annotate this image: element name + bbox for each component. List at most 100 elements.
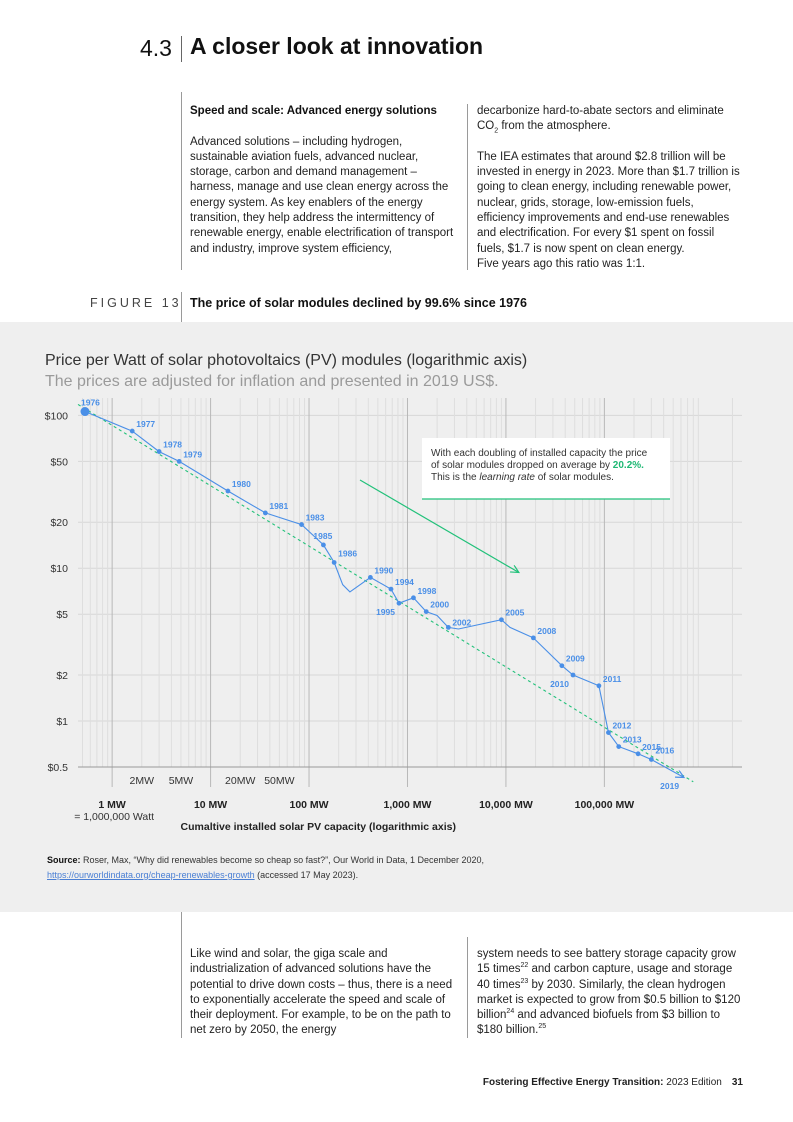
data-point-1980 — [225, 488, 231, 494]
section-number: 4.3 — [140, 35, 172, 61]
series-layer — [80, 407, 683, 777]
y-tick-label: $2 — [56, 670, 68, 682]
intro-column-rule-right — [467, 104, 468, 270]
source-text: Roser, Max, “Why did renewables become s… — [80, 855, 485, 865]
annotation-line-2: of solar modules dropped on average by 2… — [431, 460, 644, 471]
x-minor-tick-label: 20MW — [225, 775, 255, 787]
source-label: Source: — [47, 855, 81, 865]
price-series-line — [84, 410, 683, 778]
source-link[interactable]: https://ourworldindata.org/cheap-renewab… — [47, 870, 255, 880]
data-point-2016 — [648, 757, 654, 762]
x-minor-tick-label: 2MW — [130, 775, 155, 787]
year-label-1994: 1994 — [395, 577, 414, 587]
year-label-2013: 2013 — [623, 735, 642, 745]
year-label-1977: 1977 — [136, 419, 155, 429]
data-point-1981 — [262, 510, 268, 516]
intro-column-rule-left — [181, 92, 182, 270]
figure-label: FIGURE 13 — [90, 296, 182, 310]
section-divider — [181, 36, 182, 62]
year-label-1983: 1983 — [306, 513, 325, 523]
outro-column-1: Like wind and solar, the giga scale and … — [190, 947, 460, 1039]
data-point-2000 — [423, 609, 429, 615]
data-point-2015 — [635, 751, 641, 757]
x-axis-title: Cumaltive installed solar PV capacity (l… — [181, 821, 456, 833]
outro-paragraph-1: Like wind and solar, the giga scale and … — [190, 948, 453, 1037]
annotation-line-3-text: This is the — [431, 472, 479, 483]
intro-column-1: Speed and scale: Advanced energy solutio… — [190, 104, 460, 257]
year-label-1980: 1980 — [232, 479, 251, 489]
outro-column-rule-right — [467, 937, 468, 1038]
footer-edition: 2023 Edition — [663, 1077, 722, 1088]
annotation-line-2-text: of solar modules dropped on average by — [431, 460, 613, 471]
data-point-1986 — [331, 560, 337, 565]
intro-paragraph-1: Advanced solutions – including hydrogen,… — [190, 135, 454, 255]
x-minor-tick-label: 5MW — [169, 775, 194, 787]
data-point-2011 — [596, 683, 602, 689]
x-minor-tick-label: 50MW — [264, 775, 294, 787]
figure-title: The price of solar modules declined by 9… — [190, 296, 527, 310]
x-unit-note: = 1,000,000 Watt — [74, 811, 154, 823]
data-point-1983 — [299, 522, 304, 527]
data-point-1994 — [388, 586, 394, 592]
footnote-22[interactable]: 22 — [520, 962, 529, 970]
year-label-1990: 1990 — [374, 565, 393, 575]
data-point-1979 — [176, 459, 182, 464]
data-point-2012 — [606, 730, 611, 735]
year-label-1981: 1981 — [269, 501, 288, 511]
intro-co2-text: decarbonize hard-to-abate sectors and el… — [477, 105, 724, 133]
intro-co2-tail: from the atmosphere. — [498, 120, 611, 133]
year-label-1985: 1985 — [313, 531, 332, 541]
y-tick-label: $1 — [56, 716, 68, 728]
year-label-2008: 2008 — [537, 626, 556, 636]
footnote-23[interactable]: 23 — [520, 977, 529, 985]
annotation-line-1: With each doubling of installed capacity… — [431, 448, 648, 459]
year-label-2019: 2019 — [660, 781, 679, 791]
figure-panel — [0, 322, 793, 912]
y-tick-label: $20 — [50, 517, 68, 529]
x-major-tick-label: 1 MW — [98, 799, 126, 811]
data-point-1990 — [367, 575, 373, 580]
y-tick-label: $0.5 — [48, 762, 69, 774]
year-label-2009: 2009 — [566, 654, 585, 664]
annotation-line-3-tail: of solar modules. — [535, 472, 614, 483]
data-point-1995 — [396, 600, 402, 606]
footnote-24[interactable]: 24 — [506, 1008, 515, 1016]
learning-rate-value: 20.2%. — [613, 460, 644, 471]
annotation-layer: With each doubling of installed capacity… — [359, 438, 670, 572]
source-accessed: (accessed 17 May 2023). — [254, 870, 359, 880]
year-label-1986: 1986 — [338, 548, 357, 558]
footer-title: Fostering Effective Energy Transition: — [482, 1077, 664, 1088]
chart-title: Price per Watt of solar photovoltaics (P… — [45, 352, 528, 369]
intro-paragraph-3: The IEA estimates that around $2.8 trill… — [477, 150, 740, 255]
figure-divider — [181, 292, 182, 322]
x-major-tick-label: 100,000 MW — [575, 799, 635, 811]
year-label-2011: 2011 — [603, 674, 622, 684]
year-label-2016: 2016 — [655, 745, 674, 755]
trend-line — [77, 403, 694, 783]
year-label-2002: 2002 — [452, 617, 471, 627]
y-tick-label: $50 — [50, 456, 68, 468]
outro-column-rule-left — [181, 912, 182, 1038]
y-tick-label: $100 — [45, 410, 69, 422]
data-point-2008 — [530, 635, 536, 641]
annotation-box — [422, 438, 670, 499]
page-number: 31 — [731, 1077, 743, 1088]
data-point-1977 — [129, 428, 135, 434]
annotation-italic: learning rate — [479, 472, 535, 483]
outro-text-c: by 2030. Similarly, the clean hydrogen m… — [477, 978, 741, 1022]
trend-layer — [77, 403, 694, 783]
y-tick-label: $10 — [50, 563, 68, 575]
year-label-2010: 2010 — [550, 679, 569, 689]
data-point-2005 — [499, 617, 504, 623]
year-label-2015: 2015 — [642, 742, 661, 752]
year-label-1976: 1976 — [81, 398, 100, 408]
year-label-1979: 1979 — [183, 449, 202, 459]
data-point-1976 — [80, 407, 90, 417]
footnote-25[interactable]: 25 — [538, 1023, 547, 1031]
data-point-1978 — [156, 449, 162, 454]
outro-text-d: and advanced biofuels from $3 billion to… — [477, 1009, 721, 1037]
axis-layer: $100 $50 $20 $10 $5 $2 $1 $0.5 2MW 5MW 20MW 50MW 1 M… — [45, 410, 742, 833]
annotation-arrow — [359, 479, 518, 572]
x-major-tick-label: 10 MW — [194, 799, 227, 811]
data-point-1998 — [411, 595, 416, 601]
